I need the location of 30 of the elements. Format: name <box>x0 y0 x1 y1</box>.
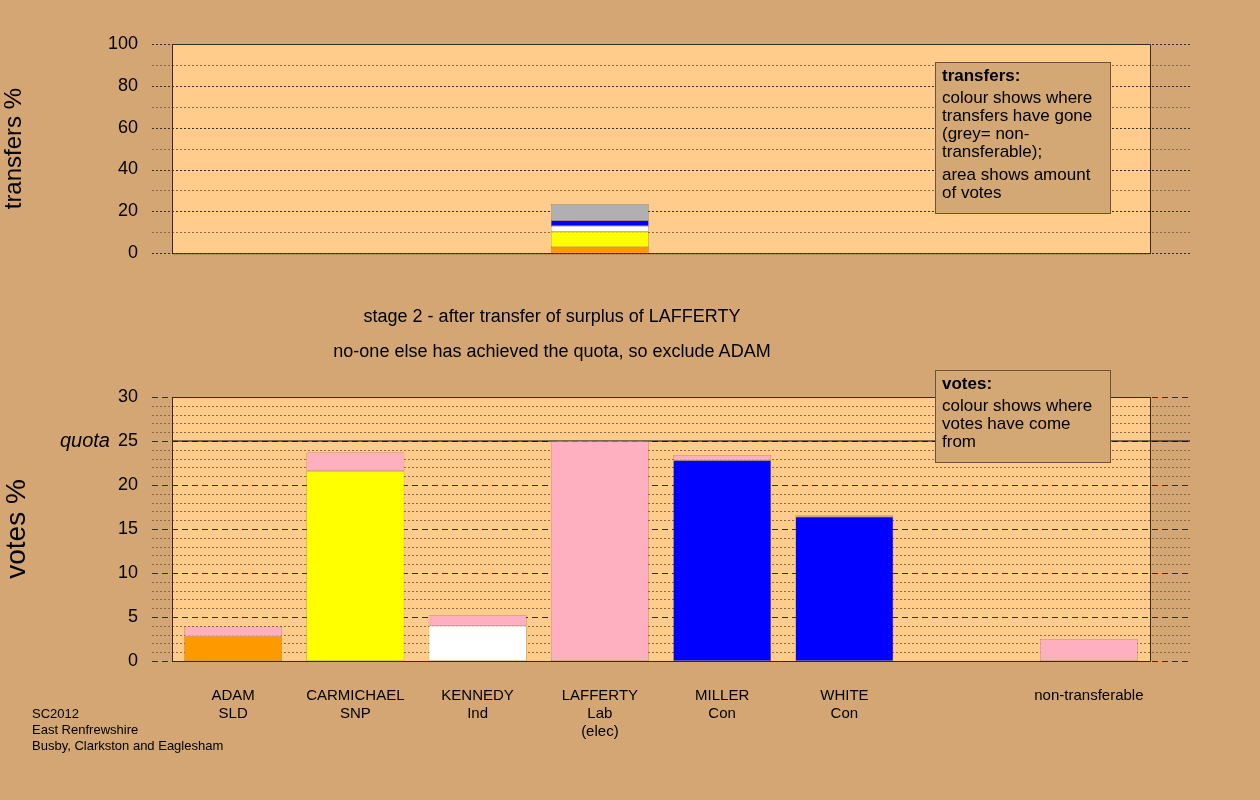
y-tick-label: 0 <box>127 649 138 670</box>
y-tick-label: 60 <box>117 116 138 137</box>
chart-subtitle: no-one else has achieved the quota, so exclude ADAM <box>332 341 772 362</box>
y-tick-label: 10 <box>117 561 138 582</box>
chart-title: stage 2 - after transfer of surplus of LAFFERTY <box>362 306 742 327</box>
y-tick-label: 40 <box>117 158 138 179</box>
y-tick-label: 30 <box>117 385 138 406</box>
y-tick-label: 5 <box>127 605 138 626</box>
annotation: colour shows where votes have come from <box>942 396 1094 451</box>
x-tick-label: WHITE Con <box>820 686 869 722</box>
y-tick-label: 80 <box>117 74 138 95</box>
x-tick-label: CARMICHAEL SNP <box>306 686 405 722</box>
y-tick-label: 0 <box>127 242 138 263</box>
y-tick-label: 100 <box>107 32 138 53</box>
y-tick-label: 15 <box>117 517 138 538</box>
x-tick-label: MILLER Con <box>695 686 750 722</box>
annotation: colour shows where transfers have gone (grey= non-transferable); <box>942 88 1094 161</box>
x-tick-label: LAFFERTY Lab (elec) <box>561 686 639 740</box>
annotation: transfers: <box>942 66 1022 85</box>
y-axis-title: votes % <box>0 479 31 579</box>
x-tick-label: non-transferable <box>1034 686 1144 704</box>
annotation: area shows amount of votes <box>942 165 1092 202</box>
y-tick-label: 25 <box>117 429 138 450</box>
y-tick-label: 20 <box>117 200 138 221</box>
y-axis-title: transfers % <box>0 87 27 210</box>
x-tick-label: ADAM SLD <box>211 686 255 722</box>
x-tick-label: KENNEDY Ind <box>441 686 514 722</box>
ref-line-label: quota <box>59 428 110 451</box>
y-tick-label: 20 <box>117 473 138 494</box>
text: votes: <box>942 374 994 393</box>
